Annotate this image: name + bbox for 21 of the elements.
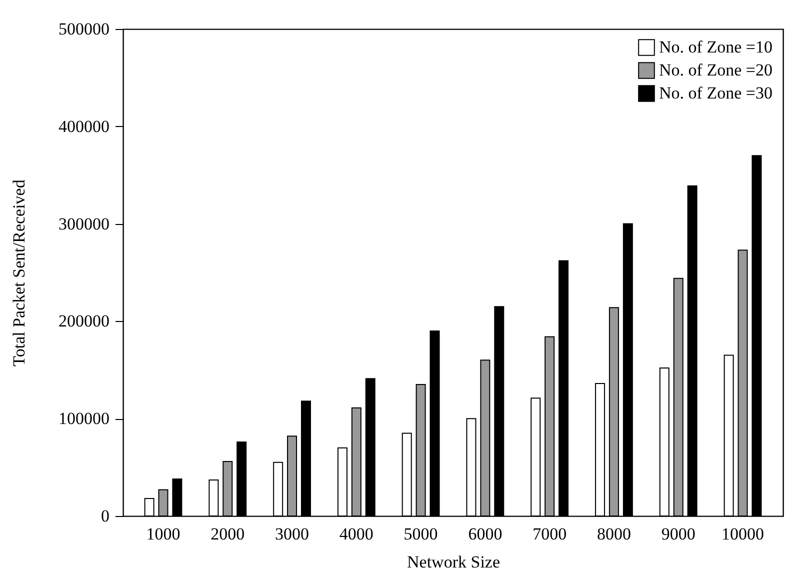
legend-label: No. of Zone =30 — [659, 84, 772, 102]
y-tick-label: 100000 — [58, 409, 110, 428]
x-tick-label: 9000 — [661, 524, 696, 544]
x-tick-label: 4000 — [339, 524, 374, 544]
x-tick-label: 8000 — [596, 524, 631, 544]
x-tick-label: 2000 — [210, 524, 245, 544]
x-tick-label: 3000 — [275, 524, 310, 544]
x-axis-title: Network Size — [406, 552, 500, 572]
x-tick-label: 6000 — [468, 524, 502, 544]
legend-label: No. of Zone =20 — [659, 60, 772, 80]
x-tick-label: 5000 — [404, 524, 438, 544]
legend-label: No. of Zone =10 — [659, 38, 772, 56]
y-tick-label: 200000 — [58, 312, 110, 331]
x-tick-label: 7000 — [532, 524, 567, 544]
y-tick-label: 300000 — [58, 214, 110, 234]
y-tick-label: 500000 — [58, 20, 110, 38]
x-tick-label: 10000 — [722, 524, 764, 544]
y-tick-label: 400000 — [58, 116, 110, 136]
y-tick-label: 0 — [101, 506, 110, 526]
y-axis-title: Total Packet Sent/Received — [10, 179, 28, 366]
x-tick-label: 1000 — [146, 524, 180, 544]
